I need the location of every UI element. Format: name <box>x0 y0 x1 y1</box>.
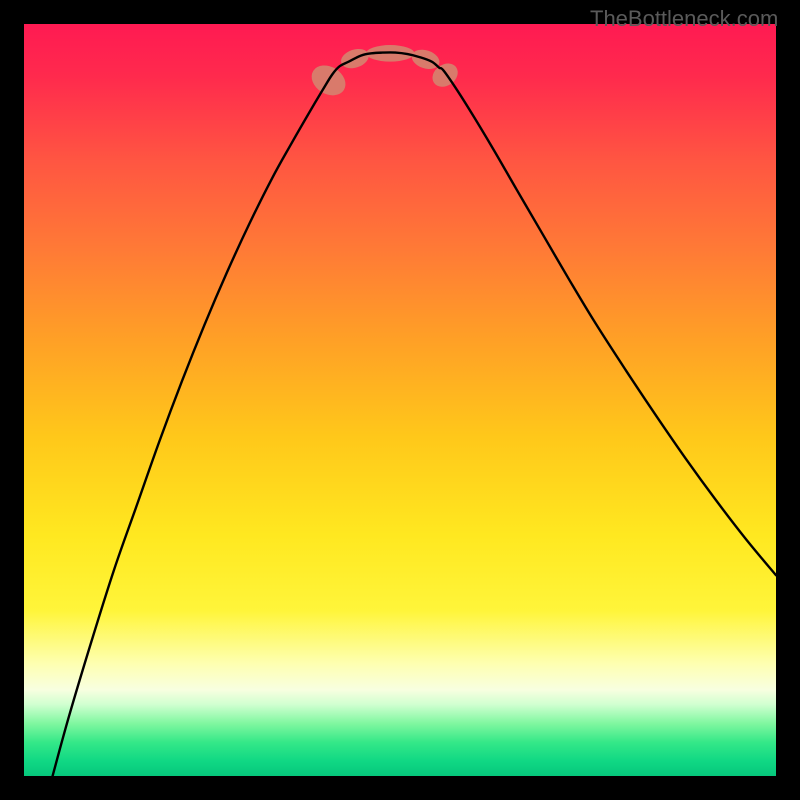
chart-frame: TheBottleneck.com <box>0 0 800 800</box>
curve-path <box>53 52 776 776</box>
watermark-text: TheBottleneck.com <box>590 6 778 32</box>
plot-area <box>24 24 776 776</box>
bottleneck-curve <box>24 24 776 776</box>
